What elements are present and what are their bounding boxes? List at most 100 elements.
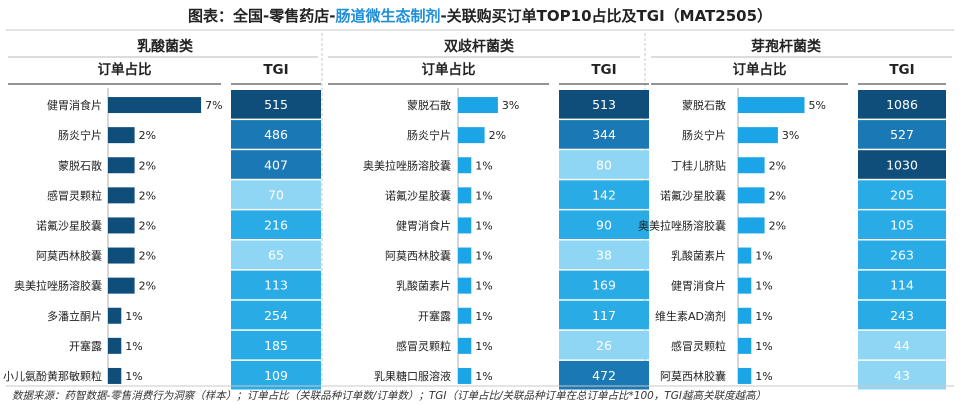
bar-value-label: 1% [755, 370, 772, 383]
tgi-cell [231, 180, 321, 209]
category-label: 阿莫西林胶囊 [385, 249, 451, 263]
category-label: 诺氟沙星胶囊 [385, 188, 451, 202]
chart-title-suffix: -关联购买订单TOP10占比及TGI（MAT2505） [440, 7, 772, 25]
category-label: 维生素AD滴剂 [655, 309, 726, 323]
tgi-cell [559, 360, 649, 390]
bar [738, 157, 765, 174]
bar [738, 187, 765, 204]
tgi-value-label: 344 [592, 127, 616, 142]
chart-title-prefix: 图表：全国-零售药店- [188, 7, 335, 25]
group-title: 乳酸菌类 [137, 38, 194, 55]
bar [108, 157, 135, 174]
tgi-cell [231, 210, 321, 239]
bar-value-label: 1% [475, 340, 492, 353]
category-label: 丁桂儿脐贴 [671, 158, 726, 172]
tgi-value-label: 114 [890, 278, 914, 293]
tgi-column-header: TGI [263, 62, 288, 78]
tgi-column-header: TGI [889, 62, 914, 78]
bar [458, 127, 485, 144]
bar [108, 277, 135, 294]
tgi-value-label: 527 [890, 127, 914, 142]
tgi-value-label: 243 [890, 308, 914, 323]
chart-title-highlight: 肠道微生态制剂 [335, 7, 440, 25]
bar-value-label: 1% [755, 340, 772, 353]
bar-value-label: 2% [139, 219, 156, 232]
bar-value-label: 1% [755, 310, 772, 323]
tgi-cell [559, 270, 649, 300]
tgi-cell [858, 330, 946, 360]
tgi-cell [559, 90, 649, 119]
category-label: 肠炎宁片 [682, 128, 726, 142]
bar [458, 367, 472, 384]
bar [108, 247, 135, 264]
category-label: 乳酸菌素片 [396, 279, 451, 293]
bar-value-label: 1% [475, 159, 492, 172]
bar-value-label: 1% [755, 250, 772, 263]
bar-value-label: 1% [475, 370, 492, 383]
category-label: 健胃消食片 [47, 98, 102, 112]
tgi-value-label: 109 [264, 368, 288, 383]
chart-title: 图表：全国-零售药店-肠道微生态制剂-关联购买订单TOP10占比及TGI（MAT… [188, 7, 772, 25]
bar-value-label: 1% [125, 370, 142, 383]
bar [108, 97, 202, 114]
bar-value-label: 1% [475, 219, 492, 232]
category-label: 诺氟沙星胶囊 [660, 188, 726, 202]
category-label: 乳酸菌素片 [671, 249, 726, 263]
category-label: 肠炎宁片 [58, 128, 102, 142]
tgi-cell [858, 360, 946, 390]
tgi-value-label: 169 [592, 278, 616, 293]
tgi-value-label: 43 [894, 368, 910, 383]
bar [458, 187, 472, 204]
tgi-value-label: 44 [894, 338, 910, 353]
tgi-value-label: 65 [268, 248, 284, 263]
bar [458, 247, 472, 264]
bar-value-label: 2% [489, 129, 506, 142]
tgi-cell [858, 240, 946, 270]
tgi-cell [559, 180, 649, 209]
tgi-value-label: 254 [264, 308, 288, 323]
group-title: 双歧杆菌类 [444, 38, 515, 55]
tgi-cell [559, 150, 649, 179]
bar-value-label: 1% [475, 189, 492, 202]
bar [738, 127, 778, 144]
tgi-value-label: 105 [890, 217, 914, 232]
tgi-cell [231, 90, 321, 119]
bar [458, 277, 472, 294]
bar-value-label: 1% [125, 310, 142, 323]
bar-value-label: 5% [809, 99, 826, 112]
tgi-cell [559, 210, 649, 239]
bar [738, 307, 752, 324]
category-label: 蒙脱石散 [407, 98, 451, 112]
bar [108, 187, 135, 204]
bar-value-label: 2% [769, 159, 786, 172]
tgi-value-label: 117 [592, 308, 616, 323]
bar [458, 157, 472, 174]
tgi-cell [858, 120, 946, 149]
bar-value-label: 2% [139, 129, 156, 142]
tgi-cell [231, 240, 321, 270]
bar-value-label: 1% [475, 250, 492, 263]
category-label: 感冒灵颗粒 [671, 339, 726, 353]
category-label: 诺氟沙星胶囊 [36, 218, 102, 232]
bar-value-label: 2% [139, 189, 156, 202]
bar [458, 97, 498, 114]
category-label: 感冒灵颗粒 [396, 339, 451, 353]
tgi-value-label: 263 [890, 248, 914, 263]
bar-value-label: 3% [782, 129, 799, 142]
category-label: 开塞露 [418, 309, 451, 323]
tgi-cell [231, 120, 321, 149]
tgi-cell [858, 270, 946, 300]
tgi-value-label: 1030 [886, 157, 918, 172]
tgi-value-label: 513 [592, 97, 616, 112]
bar [738, 97, 805, 114]
tgi-cell [231, 150, 321, 179]
tgi-value-label: 1086 [886, 97, 918, 112]
category-label: 感冒灵颗粒 [47, 188, 102, 202]
category-label: 小儿氨酚黄那敏颗粒 [3, 369, 102, 383]
tgi-value-label: 407 [264, 157, 288, 172]
share-column-header: 订单占比 [733, 61, 787, 78]
tgi-value-label: 216 [264, 217, 288, 232]
tgi-cell [231, 270, 321, 300]
